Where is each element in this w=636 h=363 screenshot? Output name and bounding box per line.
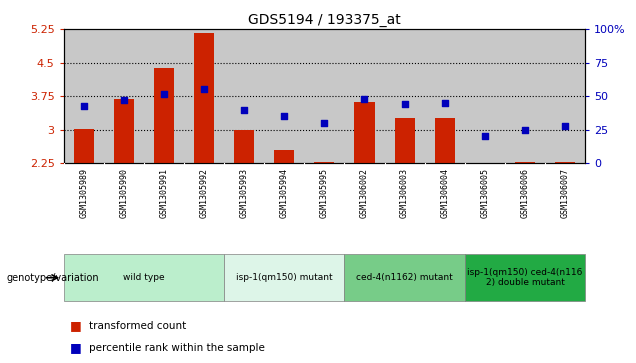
Text: GSM1305991: GSM1305991 [160, 168, 169, 218]
Point [520, 127, 530, 132]
Text: GSM1305995: GSM1305995 [320, 168, 329, 218]
Text: GSM1306002: GSM1306002 [360, 168, 369, 218]
Text: GSM1306004: GSM1306004 [440, 168, 449, 218]
Text: ■: ■ [70, 319, 81, 333]
Text: ced-4(n1162) mutant: ced-4(n1162) mutant [356, 273, 453, 282]
Text: GSM1306005: GSM1306005 [480, 168, 489, 218]
Text: isp-1(qm150) ced-4(n116
2) double mutant: isp-1(qm150) ced-4(n116 2) double mutant [467, 268, 583, 287]
Bar [74, 129, 93, 163]
Bar [64, 254, 224, 301]
Point [359, 96, 370, 102]
Text: wild type: wild type [123, 273, 165, 282]
Point [199, 86, 209, 92]
Point [279, 113, 289, 119]
Bar [224, 254, 345, 301]
Point [439, 100, 450, 106]
Text: GSM1305993: GSM1305993 [240, 168, 249, 218]
Bar [465, 254, 585, 301]
Point [79, 103, 89, 109]
Text: percentile rank within the sample: percentile rank within the sample [89, 343, 265, 352]
Point [480, 134, 490, 139]
Point [239, 107, 249, 113]
Bar [194, 33, 214, 163]
Text: GSM1305989: GSM1305989 [79, 168, 88, 218]
Point [399, 101, 410, 107]
Bar [394, 118, 415, 163]
Bar [234, 130, 254, 163]
Text: GSM1305994: GSM1305994 [280, 168, 289, 218]
Bar [114, 99, 134, 163]
Text: GSM1305990: GSM1305990 [120, 168, 128, 218]
Bar [345, 254, 465, 301]
Point [560, 123, 570, 129]
Bar [154, 69, 174, 163]
Text: GSM1306003: GSM1306003 [400, 168, 409, 218]
Point [159, 91, 169, 97]
Bar [354, 102, 375, 163]
Text: isp-1(qm150) mutant: isp-1(qm150) mutant [236, 273, 333, 282]
Text: genotype/variation: genotype/variation [6, 273, 99, 283]
Text: transformed count: transformed count [89, 321, 186, 331]
Point [119, 97, 129, 103]
Text: GSM1306006: GSM1306006 [520, 168, 529, 218]
Text: GSM1305992: GSM1305992 [200, 168, 209, 218]
Text: GSM1306007: GSM1306007 [560, 168, 570, 218]
Bar [274, 150, 294, 163]
Title: GDS5194 / 193375_at: GDS5194 / 193375_at [248, 13, 401, 26]
Text: ■: ■ [70, 341, 81, 354]
Point [319, 120, 329, 126]
Bar [434, 118, 455, 163]
